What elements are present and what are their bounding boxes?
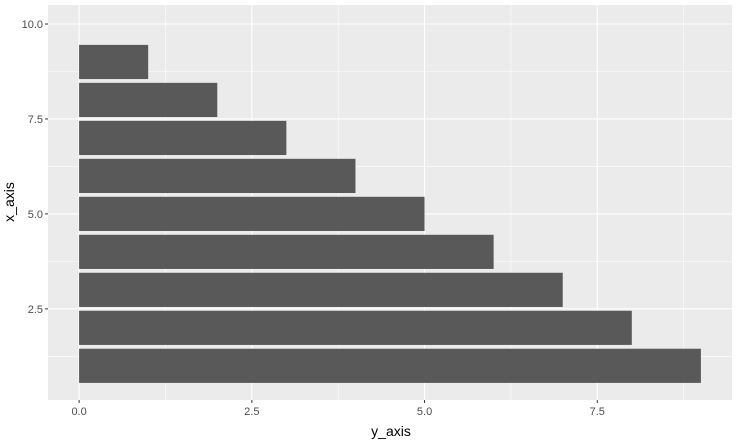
y-tick-label: 10.0 <box>22 19 43 31</box>
y-tick-label: 5.0 <box>28 209 43 221</box>
bar <box>79 310 632 345</box>
x-tick-label: 5.0 <box>417 406 432 418</box>
y-tick-label: 2.5 <box>28 304 43 316</box>
x-tick-label: 2.5 <box>244 406 259 418</box>
y-tick-label: 7.5 <box>28 114 43 126</box>
y-axis-ticks: 2.5 5.0 7.5 10.0 <box>22 19 48 316</box>
x-axis-title: y_axis <box>371 423 411 439</box>
bar <box>79 82 218 118</box>
x-tick-label: 0.0 <box>71 406 86 418</box>
bar <box>79 120 287 156</box>
bar <box>79 272 563 307</box>
bar <box>79 196 425 231</box>
y-axis-title: x_axis <box>1 182 17 222</box>
bar <box>79 44 149 80</box>
bar <box>79 234 494 269</box>
x-axis-ticks: 0.0 2.5 5.0 7.5 <box>71 400 605 418</box>
bar <box>79 158 356 194</box>
bars <box>79 44 701 383</box>
bar <box>79 348 701 383</box>
x-tick-label: 7.5 <box>590 406 605 418</box>
